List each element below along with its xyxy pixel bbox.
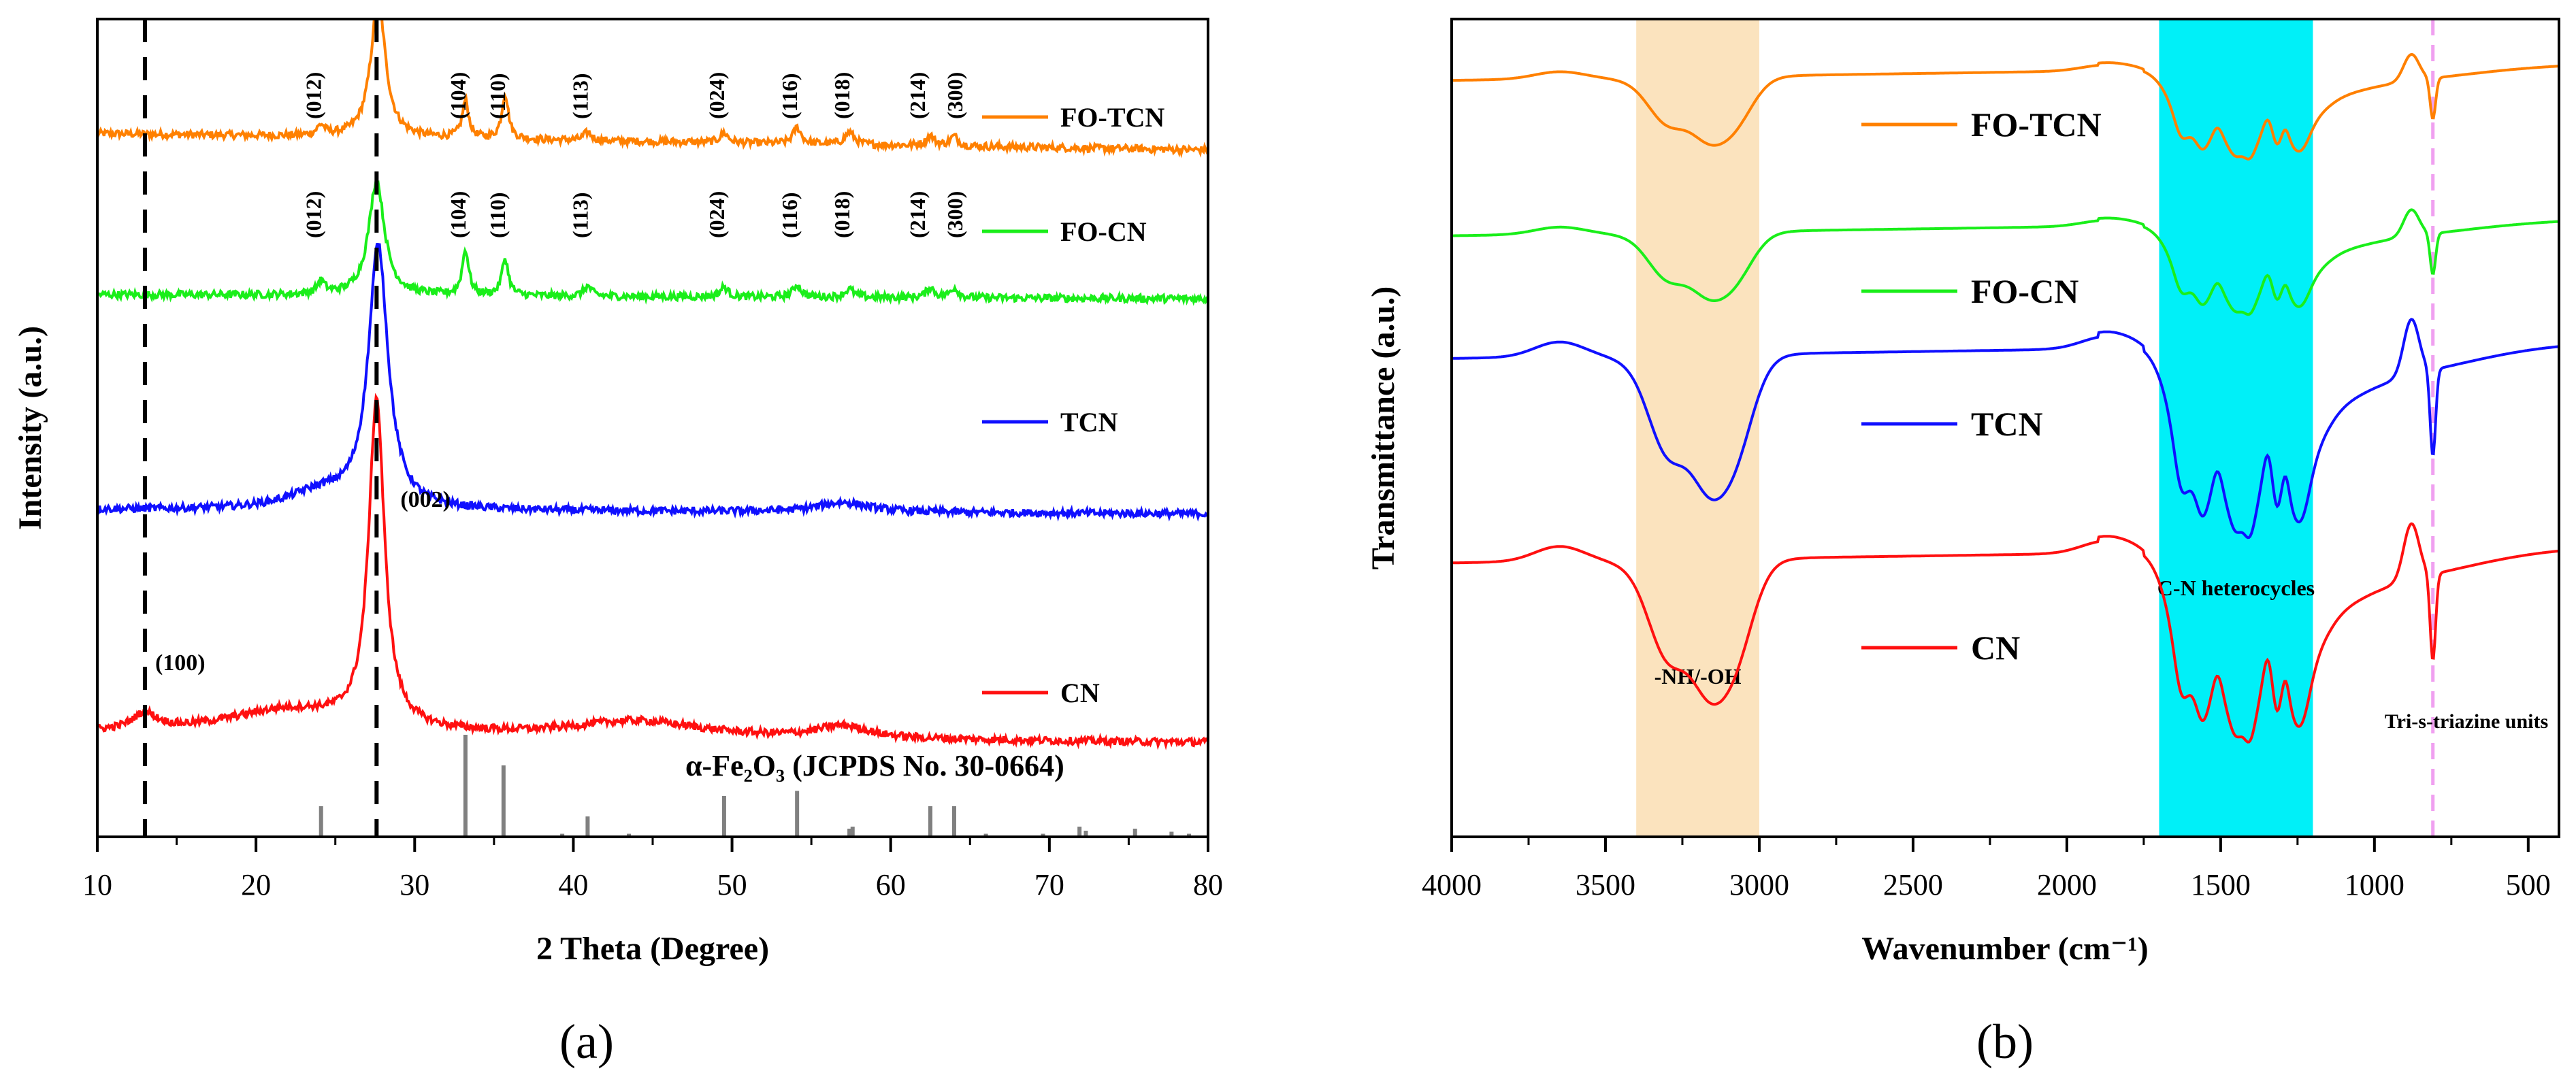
x-axis-label-a: 2 Theta (Degree) bbox=[536, 931, 769, 967]
legend-label-a: FO-TCN bbox=[1060, 102, 1164, 133]
x-tick-label-b: 2000 bbox=[2037, 868, 2097, 901]
ftir-line-fo-tcn bbox=[1452, 52, 2559, 161]
plane-label: (110) bbox=[485, 73, 510, 119]
x-tick-label-b: 500 bbox=[2506, 868, 2551, 901]
plane-label: (214) bbox=[905, 72, 930, 119]
caption-a: (a) bbox=[559, 1014, 614, 1069]
legend-a: FO-TCN FO-CN TCN CN bbox=[982, 102, 1164, 708]
band-label: -NH/-OH bbox=[1654, 664, 1742, 689]
shaded-band bbox=[1636, 19, 1759, 837]
axes-frame-b bbox=[1450, 18, 2560, 838]
plane-label: (113) bbox=[568, 73, 592, 119]
legend-label-a: TCN bbox=[1060, 407, 1118, 437]
x-tick-label-a: 30 bbox=[400, 868, 429, 901]
plane-label: (012) bbox=[301, 191, 326, 238]
x-tick-label-b: 3500 bbox=[1576, 868, 1635, 901]
plane-label-cn: (100) bbox=[155, 650, 206, 676]
dashed-reference-lines bbox=[142, 19, 379, 837]
plane-label: (116) bbox=[777, 73, 802, 119]
x-ticks-a: 10 20 30 40 50 60 70 80 bbox=[82, 837, 1223, 901]
panel-b-ftir: -NH/-OH C-N heterocycles Tri-s-triazine un… bbox=[1365, 18, 2560, 1069]
xrd-line-fo-cn bbox=[97, 180, 1208, 306]
x-axis-label-b: Wavenumber (cm⁻¹) bbox=[1861, 931, 2148, 967]
plane-label: (300) bbox=[943, 191, 967, 238]
x-tick-label-a: 70 bbox=[1034, 868, 1064, 901]
x-tick-label-a: 10 bbox=[82, 868, 112, 901]
legend-label-b: TCN bbox=[1971, 405, 2043, 443]
xrd-line-tcn bbox=[97, 242, 1208, 522]
legend-label-a: FO-CN bbox=[1060, 216, 1147, 247]
plane-label: (104) bbox=[446, 72, 470, 119]
x-tick-label-b: 2500 bbox=[1883, 868, 1943, 901]
plane-label: (113) bbox=[568, 192, 592, 238]
panel-a-xrd: α-Fe₂O₃ (JCPDS No. 30-0664) (012) (104) (1… bbox=[12, 18, 1223, 1069]
reference-sticks: α-Fe₂O₃ (JCPDS No. 30-0664) bbox=[319, 735, 1192, 837]
plane-label: (300) bbox=[943, 72, 967, 119]
ftir-line-tcn bbox=[1452, 318, 2559, 540]
marker-line-label: Tri-s-triazine units bbox=[2385, 710, 2548, 733]
y-axis-label-a: Intensity (a.u.) bbox=[12, 326, 48, 530]
x-tick-label-a: 40 bbox=[558, 868, 588, 901]
plane-label: (012) bbox=[301, 72, 326, 119]
plane-label: (018) bbox=[830, 72, 854, 119]
plane-label-cn: (002) bbox=[400, 487, 451, 512]
legend-label-b: CN bbox=[1971, 629, 2020, 667]
legend-label-b: FO-TCN bbox=[1971, 105, 2102, 144]
xrd-line-cn bbox=[97, 393, 1208, 750]
x-tick-label-a: 80 bbox=[1193, 868, 1223, 901]
x-tick-label-b: 4000 bbox=[1422, 868, 1482, 901]
plane-label: (018) bbox=[830, 191, 854, 238]
plane-label: (024) bbox=[704, 72, 729, 119]
ftir-series-group bbox=[1452, 52, 2559, 744]
plane-label: (116) bbox=[777, 192, 802, 238]
ftir-line-cn bbox=[1452, 522, 2559, 744]
x-ticks-b: 4000 3500 3000 2500 2000 1500 1000 500 bbox=[1422, 837, 2551, 901]
plane-label: (110) bbox=[485, 192, 510, 238]
xrd-line-fo-tcn bbox=[97, 19, 1208, 159]
x-tick-label-a: 20 bbox=[241, 868, 271, 901]
plane-label: (104) bbox=[446, 191, 470, 238]
legend-b: FO-TCN FO-CN TCN CN bbox=[1861, 105, 2102, 667]
caption-b: (b) bbox=[1976, 1014, 2034, 1069]
legend-label-a: CN bbox=[1060, 678, 1100, 708]
x-tick-label-a: 50 bbox=[717, 868, 747, 901]
ftir-line-fo-cn bbox=[1452, 208, 2559, 316]
reference-label: α-Fe₂O₃ (JCPDS No. 30-0664) bbox=[685, 749, 1064, 782]
x-tick-label-a: 60 bbox=[876, 868, 906, 901]
x-tick-label-b: 1500 bbox=[2191, 868, 2251, 901]
x-tick-label-b: 1000 bbox=[2345, 868, 2404, 901]
plane-label: (024) bbox=[704, 191, 729, 238]
plane-labels: (012) (104) (110) (113) (024) (116) (018) (214)… bbox=[155, 72, 967, 676]
plane-label: (214) bbox=[905, 191, 930, 238]
xrd-series-group bbox=[97, 19, 1208, 750]
y-axis-label-b: Transmittance (a.u.) bbox=[1365, 286, 1401, 569]
legend-label-b: FO-CN bbox=[1971, 272, 2078, 310]
band-label: C-N heterocycles bbox=[2157, 576, 2315, 600]
x-tick-label-b: 3000 bbox=[1729, 868, 1789, 901]
